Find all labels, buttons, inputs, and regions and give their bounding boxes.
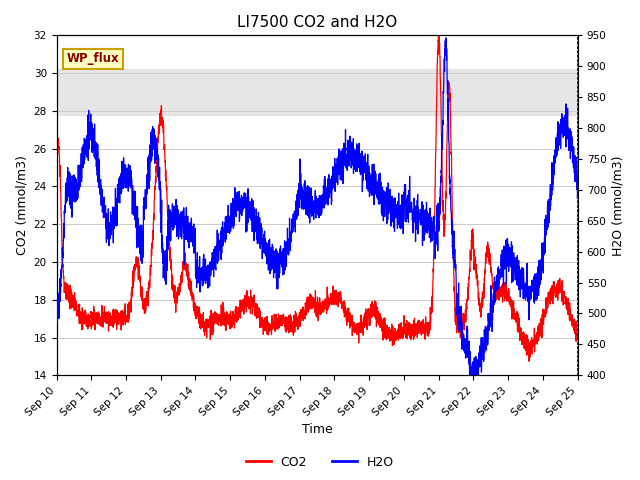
- Title: LI7500 CO2 and H2O: LI7500 CO2 and H2O: [237, 15, 397, 30]
- Text: WP_flux: WP_flux: [67, 52, 120, 65]
- X-axis label: Time: Time: [301, 423, 332, 436]
- Legend: CO2, H2O: CO2, H2O: [241, 451, 399, 474]
- Y-axis label: H2O (mmol/m3): H2O (mmol/m3): [612, 155, 625, 255]
- Y-axis label: CO2 (mmol/m3): CO2 (mmol/m3): [15, 156, 28, 255]
- Bar: [56, 69, 578, 115]
